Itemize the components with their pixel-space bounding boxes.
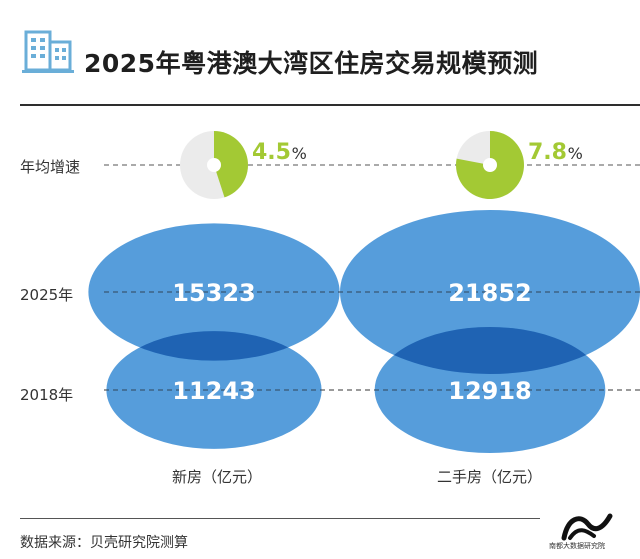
- value-label-2025: 21852: [448, 279, 532, 307]
- nandu-logo-icon: [561, 513, 613, 541]
- value-label-2018: 12918: [448, 377, 532, 405]
- title-divider: [20, 104, 640, 106]
- building-icon: [22, 30, 74, 73]
- data-source: 数据来源：贝壳研究院测算: [20, 535, 188, 551]
- bubble-2025: [340, 210, 640, 374]
- growth-rate-unit: %: [292, 144, 307, 163]
- growth-rate-label: 7.8: [528, 140, 567, 165]
- category-label-new-home: 新房（亿元）: [172, 468, 263, 486]
- growth-rate-label: 4.5: [252, 140, 291, 165]
- growth-pie-hole: [483, 158, 497, 172]
- growth-rate-unit: %: [568, 144, 583, 163]
- category-label-second-hand: 二手房（亿元）: [437, 468, 543, 486]
- row-label-2018: 2018年: [20, 386, 74, 404]
- growth-pie-slice: [214, 131, 248, 198]
- value-label-2018: 11243: [172, 377, 256, 405]
- page-title: 2025年粤港澳大湾区住房交易规模预测: [84, 49, 539, 78]
- footer-divider: [20, 518, 540, 519]
- row-label-growth: 年均增速: [20, 158, 81, 176]
- growth-pie-hole: [207, 158, 221, 172]
- value-label-2025: 15323: [172, 279, 256, 307]
- brand-caption: 南都大数据研究院: [549, 542, 605, 550]
- row-label-2025: 2025年: [20, 286, 74, 304]
